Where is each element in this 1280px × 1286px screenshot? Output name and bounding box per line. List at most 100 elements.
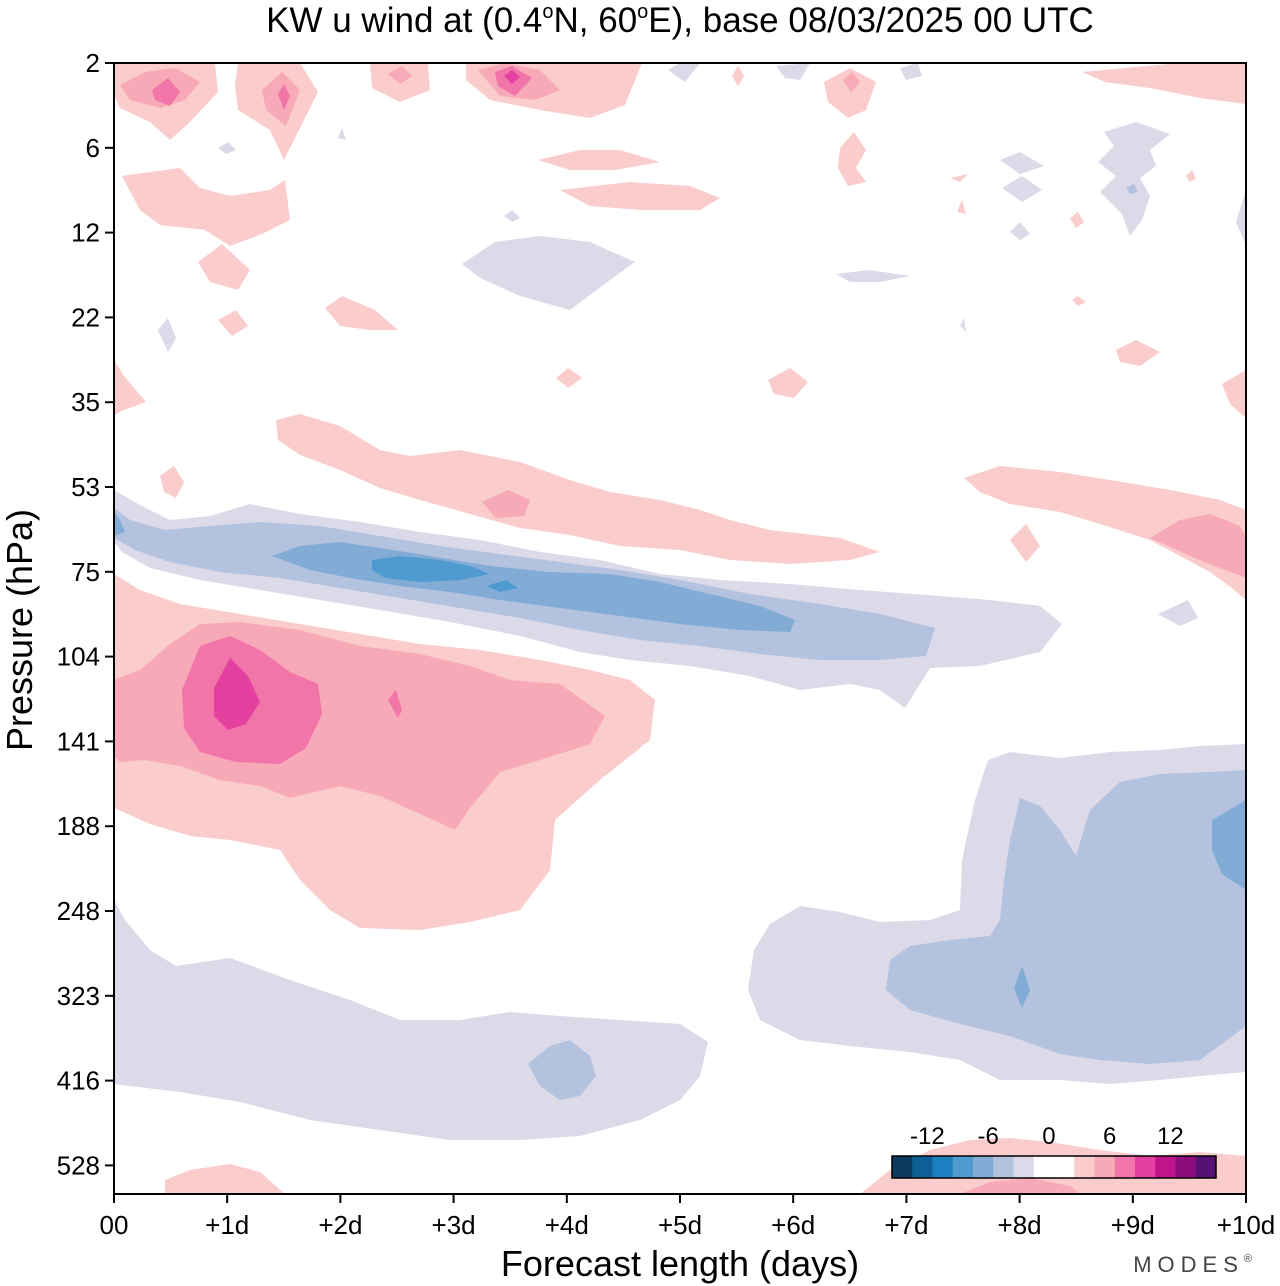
colorbar-swatch: [892, 1156, 913, 1178]
contour-level-3: [114, 360, 146, 415]
x-tick-label: +1d: [205, 1210, 249, 1240]
contour-level-neg3: [114, 900, 708, 1140]
easterly-jet-negative-band: [114, 490, 1062, 708]
contour-level-3: [957, 200, 966, 214]
contour-level-3: [1186, 170, 1196, 182]
y-tick-label: 2: [86, 48, 100, 78]
contour-level-3: [165, 1164, 285, 1194]
contour-level-neg3: [1098, 122, 1170, 236]
colorbar-swatch: [1135, 1156, 1156, 1178]
colorbar-swatch: [1155, 1156, 1176, 1178]
x-axis-label: Forecast length (days): [501, 1243, 859, 1284]
right-positive-band: [964, 466, 1246, 626]
contour-level-neg9: [1212, 800, 1246, 890]
brand-logo: MODES®: [1133, 1252, 1252, 1277]
contour-level-3: [950, 174, 968, 182]
contour-level-neg6: [1126, 184, 1138, 194]
contour-level-3: [1116, 340, 1160, 366]
x-tick-label: +8d: [998, 1210, 1042, 1240]
x-tick-label: +3d: [432, 1210, 476, 1240]
upper-patches: [114, 122, 1246, 418]
contour-level-3: [556, 368, 582, 388]
colorbar-swatch: [1195, 1156, 1217, 1178]
contour-level-3: [768, 368, 808, 398]
lower-positive-core: [114, 574, 655, 930]
y-tick-label: 35: [71, 387, 100, 417]
y-tick-label: 141: [57, 726, 100, 756]
colorbar-swatch: [1013, 1156, 1035, 1178]
contour-level-neg3: [1010, 222, 1030, 240]
contour-level-neg3: [1158, 600, 1198, 626]
contour-level-3: [1070, 212, 1084, 228]
contour-level-3: [964, 466, 1246, 600]
contour-level-neg12: [486, 580, 518, 592]
contour-level-3: [122, 168, 290, 246]
x-tick-label: +5d: [658, 1210, 702, 1240]
contour-level-6: [482, 490, 530, 518]
mid-positive-band: [160, 414, 1040, 564]
y-tick-label: 188: [57, 811, 100, 841]
y-tick-label: 6: [86, 133, 100, 163]
colorbar-swatch: [973, 1156, 994, 1178]
colorbar-label: -12: [910, 1123, 945, 1150]
contour-level-9: [278, 84, 290, 110]
contour-level-neg3: [776, 63, 810, 80]
contour-level-3: [1222, 370, 1246, 418]
colorbar-swatch: [912, 1156, 933, 1178]
contour-level-neg3: [338, 128, 346, 140]
contour-level-3: [838, 132, 866, 186]
contour-level-9: [388, 690, 402, 718]
contour-level-3: [732, 66, 744, 86]
colorbar-swatch: [1074, 1156, 1095, 1178]
contour-level-neg9: [114, 512, 125, 536]
colorbar-swatch: [1033, 1156, 1055, 1178]
colorbar-label: 0: [1042, 1123, 1055, 1150]
contour-level-neg6: [528, 1040, 596, 1100]
colorbar-swatch: [1175, 1156, 1197, 1178]
y-tick-label: 53: [71, 472, 100, 502]
colorbar-label: -6: [977, 1123, 998, 1150]
contour-level-neg3: [462, 236, 635, 310]
tropospheric-negative-left: [114, 900, 708, 1140]
colorbar-swatch: [993, 1156, 1014, 1178]
contour-level-neg3: [504, 210, 520, 222]
y-tick-label: 104: [57, 642, 100, 672]
colorbar-swatch: [1114, 1156, 1136, 1178]
contour-level-12: [214, 658, 260, 730]
contour-level-3: [1010, 524, 1040, 562]
y-tick-label: 248: [57, 896, 100, 926]
contour-level-3: [1072, 296, 1086, 306]
contour-level-neg3: [218, 142, 236, 154]
x-tick-label: +9d: [1111, 1210, 1155, 1240]
contour-level-3: [538, 150, 660, 170]
colorbar-label: 6: [1103, 1123, 1116, 1150]
colorbar-swatch: [952, 1156, 974, 1178]
contour-level-6: [960, 1178, 1080, 1194]
contour-level-neg3: [1236, 190, 1246, 246]
contour-level-6: [388, 66, 412, 84]
stratosphere-positive-strip: [114, 63, 1246, 160]
y-axis: 2 6 12 22 35 53 75 104 141 188 248 323 416 528: [57, 48, 114, 1180]
y-tick-label: 323: [57, 981, 100, 1011]
x-axis: 00 +1d +2d +3d +4d +5d +6d +7d +8d +9d +10d: [100, 1194, 1275, 1240]
y-tick-label: 75: [71, 557, 100, 587]
contour-level-3: [198, 244, 250, 290]
contour-level-9: [152, 78, 180, 106]
contour-level-12: [504, 70, 520, 84]
contour-level-neg12: [372, 556, 490, 582]
contour-level-neg6: [886, 770, 1246, 1064]
contour-level-neg3: [668, 63, 700, 82]
colorbar: -12 -6 0 6 12: [891, 1123, 1217, 1179]
x-tick-label: 00: [100, 1210, 129, 1240]
contour-level-3: [824, 68, 876, 118]
chart-title: KW u wind at (0.4oN, 60oE), base 08/03/2…: [266, 1, 1094, 40]
colorbar-frame: [891, 1155, 1217, 1179]
contour-level-3: [218, 310, 248, 336]
contour-level-6: [1150, 514, 1246, 578]
contour-level-neg3: [1000, 152, 1044, 174]
colorbar-swatch: [1094, 1156, 1116, 1178]
colorbar-swatch: [932, 1156, 954, 1178]
tropospheric-negative-right: [748, 744, 1246, 1084]
y-tick-label: 416: [57, 1066, 100, 1096]
